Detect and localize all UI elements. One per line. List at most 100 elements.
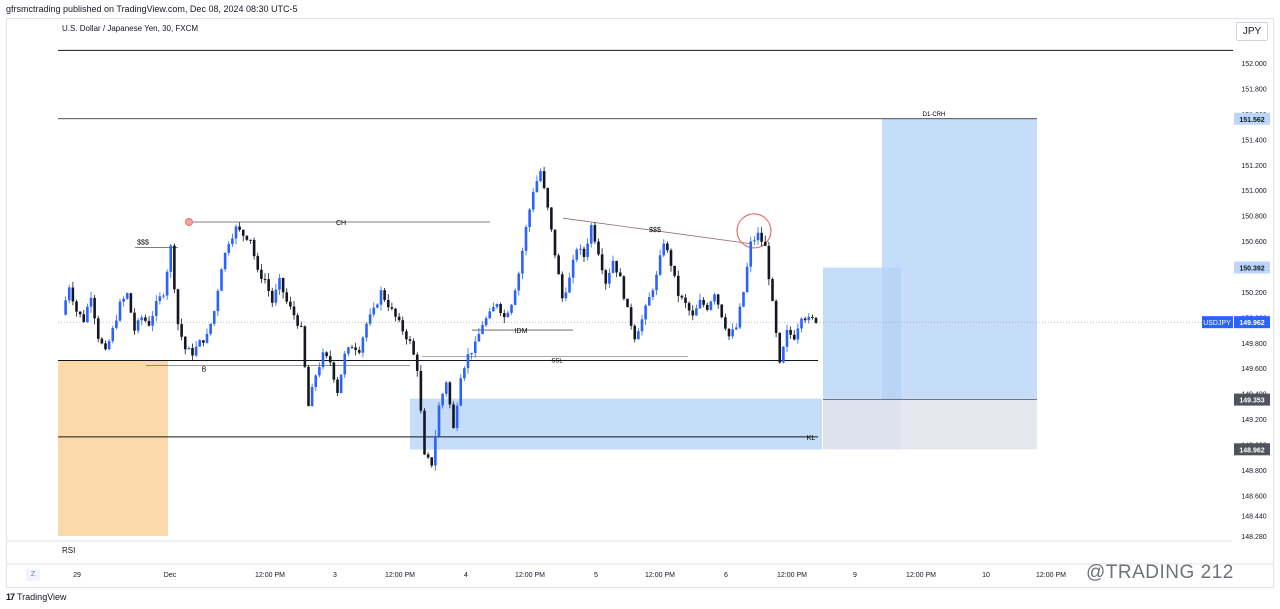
candle-body: [673, 265, 676, 276]
candle-body: [684, 297, 687, 304]
candle-body: [452, 404, 455, 428]
candle-body: [104, 343, 107, 350]
candle-body: [220, 269, 223, 291]
candle-body: [695, 308, 698, 316]
y-tick-label: 150.200: [1241, 290, 1266, 297]
x-tick-label: 12:00 PM: [385, 572, 415, 579]
candle-body: [133, 312, 136, 331]
candle-body: [640, 319, 644, 332]
symbol-label-bg: [1202, 316, 1233, 329]
x-tick-label: 10: [982, 572, 990, 579]
price-label-bg: [1234, 393, 1270, 406]
symbol-title[interactable]: U.S. Dollar / Japanese Yen, 30, FXCM: [62, 24, 199, 33]
candle-body: [546, 188, 550, 208]
candle-body: [542, 171, 546, 189]
chart-frame: [6, 18, 1274, 588]
y-tick-label: 151.000: [1241, 188, 1266, 195]
candle-body: [136, 320, 140, 331]
candle-body: [252, 240, 256, 257]
y-tick-label: 150.800: [1241, 214, 1266, 221]
candle-body: [183, 336, 187, 350]
y-tick-label: 149.200: [1241, 417, 1266, 424]
candle-body: [205, 333, 209, 343]
candle-body: [492, 307, 495, 312]
candle-body: [325, 352, 328, 357]
candle-body: [343, 353, 347, 375]
candle-body: [180, 324, 183, 337]
candle-body: [774, 300, 778, 333]
candle-body: [260, 269, 263, 279]
candle-body: [408, 339, 412, 341]
candle-body: [67, 287, 71, 301]
currency-button[interactable]: JPY: [1236, 22, 1268, 41]
candle-body: [680, 295, 684, 298]
candle-body: [564, 292, 568, 299]
candle-body: [778, 332, 782, 363]
tradingview-logo[interactable]: 17 TradingView: [6, 592, 67, 602]
candle-body: [521, 250, 524, 274]
candle-body: [557, 255, 560, 275]
x-tick-label: 12:00 PM: [1036, 572, 1066, 579]
candle-body: [705, 304, 709, 310]
candle-body: [502, 313, 506, 318]
candle-body: [339, 374, 343, 393]
candle-body: [376, 304, 379, 308]
y-tick-label: 151.800: [1241, 86, 1266, 93]
candle-body: [687, 303, 691, 311]
price-label-bg: [1234, 261, 1270, 274]
candle-body: [792, 334, 796, 340]
candle-body: [742, 292, 745, 307]
candle-body: [173, 245, 176, 290]
candle-body: [176, 289, 180, 325]
annotation-ch: CH: [336, 220, 346, 227]
candle-body: [800, 318, 803, 329]
candle-body: [194, 346, 198, 356]
candle-body: [481, 325, 484, 334]
candle-body: [586, 243, 589, 257]
candle-body: [212, 311, 216, 324]
zone-kl: [410, 398, 822, 450]
y-tick-label: 149.800: [1241, 341, 1266, 348]
candle-body: [517, 273, 521, 291]
candle-body: [267, 279, 270, 291]
candle-body: [423, 410, 426, 455]
symbol-label: USDJPY: [1203, 320, 1231, 327]
candle-body: [731, 329, 734, 337]
annotation-liquidity: $$$: [649, 227, 661, 234]
candle-body: [191, 348, 194, 356]
candle-body: [488, 311, 492, 319]
candle-body: [655, 274, 658, 291]
candle-body: [227, 244, 231, 253]
timezone-icon[interactable]: Z: [26, 569, 40, 581]
candle-body: [441, 393, 444, 406]
candle-body: [383, 290, 386, 300]
candle-body: [662, 243, 666, 256]
annotation-ssl: SSL: [551, 359, 563, 365]
tradingview-logo-mark: 17: [6, 592, 15, 602]
candle-body: [611, 260, 615, 273]
y-tick-label: 148.440: [1241, 514, 1266, 521]
candle-body: [278, 277, 281, 290]
rsi-indicator-label[interactable]: RSI: [62, 546, 76, 555]
candle-body: [647, 296, 651, 306]
candle-body: [444, 382, 448, 394]
price-label: 151.562: [1239, 117, 1264, 124]
candle-body: [745, 266, 749, 293]
candle-body: [658, 255, 662, 275]
y-tick-label: 149.600: [1241, 366, 1266, 373]
candle-body: [524, 227, 528, 251]
candle-body: [676, 275, 680, 296]
candle-body: [807, 316, 811, 321]
candle-body: [390, 307, 394, 309]
candle-body: [713, 294, 716, 302]
candle-body: [354, 347, 357, 351]
candle-body: [100, 338, 104, 344]
candle-body: [767, 245, 771, 280]
candle-body: [477, 333, 481, 342]
price-label: 148.962: [1239, 447, 1264, 454]
candle-body: [651, 290, 655, 297]
candle-body: [814, 317, 818, 323]
candle-body: [771, 279, 774, 301]
candle-body: [412, 340, 415, 355]
